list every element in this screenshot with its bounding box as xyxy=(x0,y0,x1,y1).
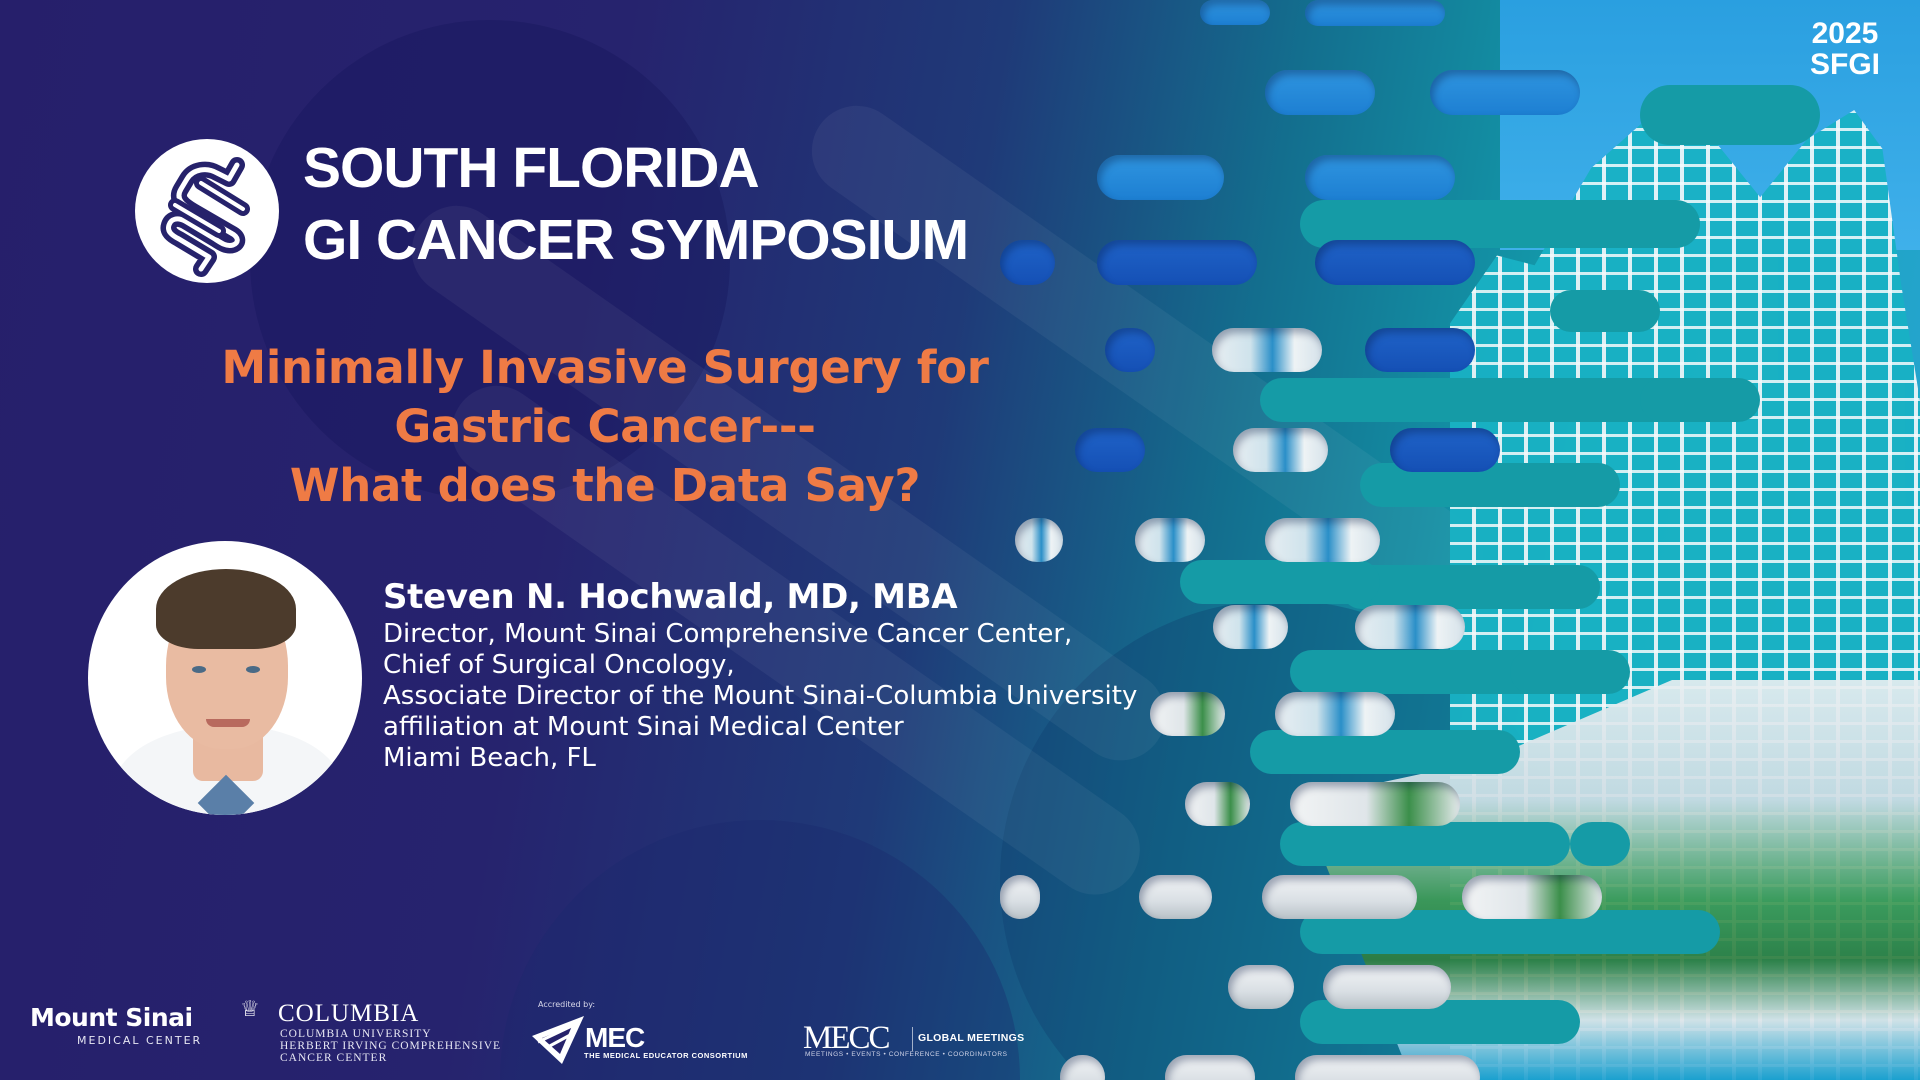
decor-pill xyxy=(1462,875,1602,919)
decor-pill xyxy=(1015,518,1063,562)
decor-pill xyxy=(1265,70,1375,115)
speaker-name: Steven N. Hochwald, MD, MBA xyxy=(383,577,958,617)
mec-logo: MEC xyxy=(585,1022,645,1053)
speaker-affiliation: Director, Mount Sinai Comprehensive Canc… xyxy=(383,619,1073,649)
decor-pill xyxy=(1280,822,1570,866)
intestine-icon xyxy=(135,139,279,283)
photo-eye xyxy=(246,666,260,673)
decor-pill xyxy=(1640,378,1760,422)
crown-icon: ♕ xyxy=(240,997,260,1022)
decor-pill xyxy=(1323,965,1451,1009)
photo-eye xyxy=(192,666,206,673)
talk-title: Minimally Invasive Surgery for Gastric C… xyxy=(140,338,1070,515)
talk-title-line: Gastric Cancer--- xyxy=(394,400,816,453)
decor-pill xyxy=(1262,875,1417,919)
speaker-location: Miami Beach, FL xyxy=(383,743,596,773)
photo-mouth xyxy=(206,719,250,727)
mec-accredited-label: Accredited by: xyxy=(538,1000,596,1009)
decor-pill xyxy=(1200,0,1270,25)
columbia-subtitle-line: Herbert Irving Comprehensive xyxy=(280,1040,502,1052)
decor-pill xyxy=(1212,328,1322,372)
decor-pill xyxy=(1097,155,1224,200)
mecc-subtitle: Meetings • Events • Conference • Coordin… xyxy=(805,1051,1008,1058)
talk-title-line: What does the Data Say? xyxy=(289,459,921,512)
decor-pill xyxy=(1097,240,1257,285)
mount-sinai-subtitle: MEDICAL CENTER xyxy=(77,1034,203,1047)
decor-pill xyxy=(1275,692,1395,736)
decor-pill xyxy=(1135,518,1205,562)
decor-pill xyxy=(1340,565,1600,609)
decor-pill xyxy=(1390,428,1500,472)
decor-pill xyxy=(1510,650,1630,694)
brand-line-1: SOUTH FLORIDA xyxy=(303,136,760,200)
speaker-affiliation: Chief of Surgical Oncology, xyxy=(383,650,735,680)
decor-pill xyxy=(1305,155,1455,200)
decor-pill xyxy=(1150,692,1225,736)
speaker-affiliation: affiliation at Mount Sinai Medical Cente… xyxy=(383,712,904,742)
mec-subtitle: THE MEDICAL EDUCATOR CONSORTIUM xyxy=(584,1051,748,1060)
decor-pill xyxy=(1000,240,1055,285)
speaker-affiliation: Associate Director of the Mount Sinai-Co… xyxy=(383,681,1138,711)
photo-hair xyxy=(156,569,296,649)
year-text: 2025 xyxy=(1811,17,1879,50)
decor-pill xyxy=(1260,378,1680,422)
decor-pill xyxy=(1165,1055,1255,1080)
brand-line-2: GI CANCER SYMPOSIUM xyxy=(303,208,969,272)
mecc-logo: MECC xyxy=(803,1020,891,1056)
decor-pill xyxy=(1550,290,1660,332)
decor-pill xyxy=(1075,428,1145,472)
mecc-divider xyxy=(912,1027,913,1051)
decor-pill xyxy=(1295,1055,1480,1080)
event-abbreviation: SFGI xyxy=(1809,48,1880,81)
decor-pill xyxy=(1355,605,1465,649)
speaker-photo xyxy=(88,541,362,815)
decor-pill xyxy=(1640,85,1820,145)
year-badge: 2025 SFGI xyxy=(1810,18,1880,80)
decor-pill xyxy=(1315,240,1475,285)
decor-pill xyxy=(1265,518,1380,562)
decor-pill xyxy=(1570,822,1630,866)
mecc-tagline: GLOBAL MEETINGS xyxy=(918,1032,1025,1044)
decor-pill xyxy=(1105,328,1155,372)
decor-pill xyxy=(1213,605,1288,649)
columbia-subtitle-line: Cancer Center xyxy=(280,1052,388,1064)
decor-pill xyxy=(1290,782,1460,826)
decor-pill xyxy=(1180,560,1380,604)
decor-pill xyxy=(1000,875,1040,919)
talk-title-line: Minimally Invasive Surgery for xyxy=(221,341,989,394)
columbia-subtitle-line: Columbia University xyxy=(280,1028,432,1040)
decor-pill xyxy=(1228,965,1294,1009)
columbia-subtitle: Columbia University Herbert Irving Compr… xyxy=(280,1028,501,1064)
event-brand: SOUTH FLORIDA GI CANCER SYMPOSIUM xyxy=(303,136,969,272)
decor-pill xyxy=(1250,730,1520,774)
decor-pill xyxy=(1365,328,1475,372)
decor-pill xyxy=(1185,782,1250,826)
columbia-logo: COLUMBIA xyxy=(278,1000,420,1027)
mount-sinai-logo: Mount Sinai xyxy=(30,1003,193,1032)
background-circle xyxy=(250,20,730,500)
decor-pill xyxy=(1360,463,1620,507)
decor-pill xyxy=(1139,875,1212,919)
decor-pill xyxy=(1233,428,1328,472)
speaker-info: Steven N. Hochwald, MD, MBA Director, Mo… xyxy=(383,575,1137,774)
decor-pill xyxy=(1305,0,1445,26)
mec-wing-icon xyxy=(532,1016,588,1068)
decor-pill xyxy=(1430,70,1580,115)
